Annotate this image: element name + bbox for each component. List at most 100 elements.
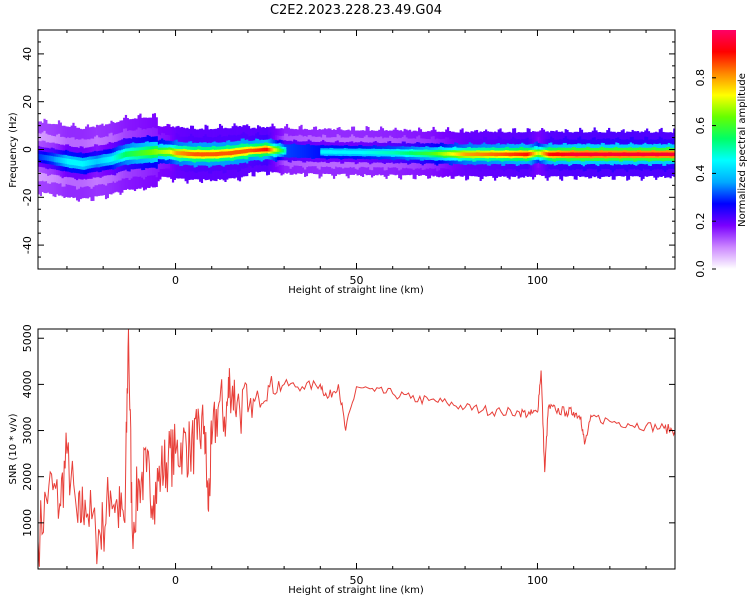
spectrogram-cell — [108, 156, 111, 163]
spectrogram-x-tick-label: 0 — [172, 274, 179, 287]
spectrogram-cell — [271, 148, 274, 152]
spectrogram-cell — [206, 152, 209, 157]
spectrogram-cell — [468, 152, 471, 157]
spectrogram-cell — [432, 151, 435, 156]
spectrogram-cell — [361, 150, 365, 155]
spectrogram-cell — [392, 151, 395, 155]
spectrogram-cell — [653, 152, 656, 156]
spectrogram-cell — [555, 152, 558, 156]
spectrogram-cell — [418, 151, 421, 156]
spectrogram-cell — [399, 151, 403, 155]
spectrogram-cell — [494, 152, 497, 157]
spectrogram-cell — [39, 154, 43, 160]
spectrogram-cell — [559, 152, 562, 156]
colorbar-label: Normalized spectral amplitude — [737, 73, 748, 227]
spectrogram-cell — [182, 151, 185, 156]
spectrogram-cell — [278, 148, 281, 153]
spectrogram-cell — [144, 149, 147, 156]
spectrogram-cell — [260, 148, 263, 152]
spectrogram-cell — [293, 143, 296, 158]
spectrogram-cell — [222, 151, 225, 156]
spectrogram-cell — [266, 147, 269, 152]
spectrogram-cell — [383, 150, 386, 155]
spectrogram-x-tick-label: 50 — [350, 274, 364, 287]
spectrogram-cell — [336, 150, 339, 154]
snr-y-tick-label: 5000 — [21, 324, 34, 352]
spectrogram-cell — [541, 151, 544, 156]
spectrogram-cell — [103, 157, 106, 163]
spectrogram-cell — [522, 152, 526, 157]
spectrogram-cell — [273, 148, 276, 152]
spectrogram-cell — [472, 152, 475, 157]
spectrogram-cell — [88, 159, 91, 166]
spectrogram-cell — [209, 152, 213, 157]
spectrogram-cell — [47, 155, 50, 161]
spectrogram-cell — [164, 149, 167, 154]
spectrogram-cell — [262, 147, 265, 152]
spectrogram-cell — [150, 149, 153, 156]
spectrogram-cell — [437, 151, 441, 156]
spectrogram-cell — [233, 150, 236, 155]
spectrogram-cell — [61, 157, 64, 164]
spectrogram-cell — [367, 150, 370, 155]
spectrogram-cell — [170, 150, 173, 155]
spectrogram-cell — [331, 150, 334, 154]
spectrogram-cell — [562, 152, 566, 157]
spectrogram-cell — [240, 149, 243, 154]
spectrogram-cell — [475, 152, 479, 157]
spectrogram-cell — [137, 150, 140, 156]
spectrogram-cell — [381, 150, 385, 155]
spectrogram-cell — [72, 159, 75, 166]
spectrogram-cell — [571, 152, 575, 156]
spectrogram-cell — [606, 152, 609, 156]
spectrogram-cell — [647, 152, 651, 156]
spectrogram-cell — [593, 152, 596, 156]
spectrogram-cell — [356, 150, 359, 155]
spectrogram-cell — [79, 160, 82, 167]
snr-x-tick-label: 50 — [350, 574, 364, 587]
spectrogram-cell — [175, 151, 178, 156]
spectrogram-cell — [99, 158, 102, 164]
spectrogram-cell — [644, 152, 647, 157]
spectrogram-cell — [294, 144, 298, 158]
spectrogram-cell — [314, 145, 318, 158]
spectrogram-cell — [640, 152, 643, 157]
spectrogram-cell — [114, 155, 117, 161]
spectrogram-cell — [532, 152, 535, 156]
spectrogram-cell — [385, 151, 388, 155]
spectrogram-cell — [436, 151, 439, 156]
spectrogram-cell — [570, 152, 573, 156]
spectrogram-cell — [269, 148, 272, 152]
spectrogram-cell — [264, 147, 267, 152]
spectrogram-cell — [231, 150, 234, 155]
spectrogram-cell — [115, 154, 119, 160]
spectrogram-cell — [490, 152, 493, 157]
spectrogram-cell — [609, 152, 613, 156]
spectrogram-cell — [618, 152, 622, 157]
spectrogram-cell — [186, 151, 189, 156]
spectrogram-cell — [513, 152, 517, 156]
spectrogram-cell — [365, 150, 368, 155]
spectrogram-cell — [600, 152, 604, 156]
spectrogram-cell — [551, 152, 555, 157]
spectrogram-cell — [626, 152, 629, 157]
colorbar-tick-label: 0.6 — [694, 117, 707, 135]
spectrogram-cell — [575, 152, 578, 157]
spectrogram-cell — [369, 150, 372, 155]
spectrogram-cell — [354, 150, 357, 155]
spectrogram-cell — [332, 150, 336, 154]
spectrogram-cell — [126, 151, 129, 157]
colorbar-gradient — [712, 30, 736, 269]
spectrogram-cell — [445, 152, 448, 156]
spectrogram-cell — [195, 152, 198, 157]
spectrogram-cell — [101, 157, 104, 164]
spectrogram-cell — [662, 152, 665, 156]
spectrogram-cell — [334, 150, 337, 154]
spectrogram-cell — [70, 159, 73, 165]
snr-y-tick-label: 2000 — [21, 463, 34, 491]
spectrogram-cell — [597, 152, 600, 156]
spectrogram-cell — [589, 152, 593, 157]
spectrogram-cell — [208, 152, 211, 157]
spectrogram-cell — [300, 144, 303, 158]
spectrogram-cell — [228, 151, 231, 156]
